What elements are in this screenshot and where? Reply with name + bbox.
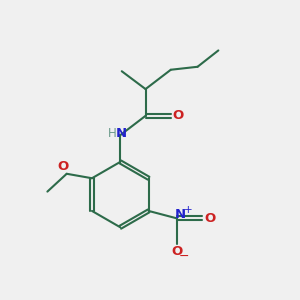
- Text: O: O: [58, 160, 69, 173]
- Text: O: O: [172, 109, 184, 122]
- Text: H: H: [108, 127, 116, 140]
- Text: +: +: [184, 205, 192, 215]
- Text: O: O: [171, 245, 182, 258]
- Text: N: N: [116, 127, 127, 140]
- Text: O: O: [205, 212, 216, 225]
- Text: N: N: [175, 208, 186, 221]
- Text: −: −: [178, 250, 189, 263]
